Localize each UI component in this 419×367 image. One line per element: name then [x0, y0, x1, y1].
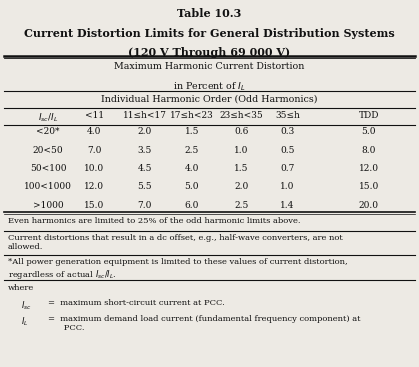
- Text: Current Distortion Limits for General Distribution Systems: Current Distortion Limits for General Di…: [24, 28, 395, 39]
- Text: Maximum Harmonic Current Distortion: Maximum Harmonic Current Distortion: [114, 62, 305, 71]
- Text: 1.4: 1.4: [280, 201, 295, 210]
- Text: =  maximum short-circuit current at PCC.: = maximum short-circuit current at PCC.: [48, 299, 225, 307]
- Text: 1.5: 1.5: [185, 127, 199, 137]
- Text: 0.7: 0.7: [280, 164, 295, 173]
- Text: Table 10.3: Table 10.3: [177, 8, 242, 19]
- Text: 23≤h<35: 23≤h<35: [220, 111, 263, 120]
- Text: *All power generation equipment is limited to these values of current distortion: *All power generation equipment is limit…: [8, 258, 347, 281]
- Text: 12.0: 12.0: [84, 182, 104, 192]
- Text: 0.6: 0.6: [234, 127, 248, 137]
- Text: 8.0: 8.0: [362, 146, 376, 155]
- Text: 4.0: 4.0: [87, 127, 101, 137]
- Text: 4.5: 4.5: [137, 164, 152, 173]
- Text: 1.5: 1.5: [234, 164, 248, 173]
- Text: Even harmonics are limited to 25% of the odd harmonic limits above.: Even harmonics are limited to 25% of the…: [8, 217, 300, 225]
- Text: <11: <11: [85, 111, 104, 120]
- Text: Individual Harmonic Order (Odd Harmonics): Individual Harmonic Order (Odd Harmonics…: [101, 94, 318, 103]
- Text: 6.0: 6.0: [185, 201, 199, 210]
- Text: Current distortions that result in a dc offset, e.g., half-wave converters, are : Current distortions that result in a dc …: [8, 234, 342, 251]
- Text: 2.5: 2.5: [185, 146, 199, 155]
- Text: 1.0: 1.0: [234, 146, 248, 155]
- Text: (120 V Through 69 000 V): (120 V Through 69 000 V): [129, 47, 290, 58]
- Text: $I_{sc}$: $I_{sc}$: [21, 299, 31, 312]
- Text: 2.0: 2.0: [137, 127, 152, 137]
- Text: 20.0: 20.0: [359, 201, 379, 210]
- Text: 5.0: 5.0: [362, 127, 376, 137]
- Text: 5.0: 5.0: [185, 182, 199, 192]
- Text: 1.0: 1.0: [280, 182, 295, 192]
- Text: 7.0: 7.0: [87, 146, 101, 155]
- Text: 15.0: 15.0: [84, 201, 104, 210]
- Text: 7.0: 7.0: [137, 201, 152, 210]
- Text: where: where: [8, 284, 34, 292]
- Text: TDD: TDD: [359, 111, 379, 120]
- Text: $I_L$: $I_L$: [21, 315, 28, 328]
- Text: 50<100: 50<100: [30, 164, 67, 173]
- Text: 3.5: 3.5: [137, 146, 152, 155]
- Text: 0.3: 0.3: [280, 127, 295, 137]
- Text: 5.5: 5.5: [137, 182, 152, 192]
- Text: 10.0: 10.0: [84, 164, 104, 173]
- Text: 11≤h<17: 11≤h<17: [122, 111, 167, 120]
- Text: $I_{sc}/I_L$: $I_{sc}/I_L$: [38, 111, 58, 124]
- Text: =  maximum demand load current (fundamental frequency component) at
      PCC.: = maximum demand load current (fundament…: [48, 315, 361, 333]
- Text: 0.5: 0.5: [280, 146, 295, 155]
- Text: 2.5: 2.5: [234, 201, 248, 210]
- Text: 100<1000: 100<1000: [24, 182, 72, 192]
- Text: >1000: >1000: [33, 201, 64, 210]
- Text: 15.0: 15.0: [359, 182, 379, 192]
- Text: 12.0: 12.0: [359, 164, 379, 173]
- Text: 2.0: 2.0: [234, 182, 248, 192]
- Text: 20<50: 20<50: [33, 146, 64, 155]
- Text: <20*: <20*: [36, 127, 60, 137]
- Text: 17≤h<23: 17≤h<23: [170, 111, 214, 120]
- Text: 4.0: 4.0: [185, 164, 199, 173]
- Text: in Percent of $I_L$: in Percent of $I_L$: [173, 80, 246, 93]
- Text: 35≤h: 35≤h: [275, 111, 300, 120]
